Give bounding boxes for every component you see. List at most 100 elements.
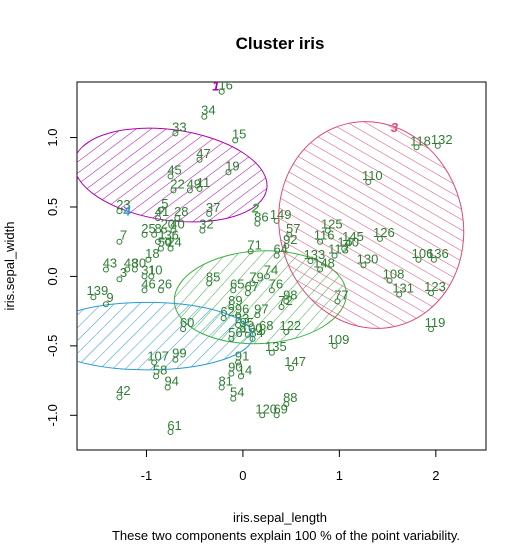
point-label: 136 bbox=[427, 246, 449, 261]
point-label: 132 bbox=[431, 132, 453, 147]
point-label: 67 bbox=[245, 279, 259, 294]
point-label: 16 bbox=[218, 78, 232, 93]
y-tick-label: 0.0 bbox=[45, 267, 60, 285]
point-label: 131 bbox=[392, 280, 414, 295]
data-point bbox=[131, 266, 138, 273]
point-label: 76 bbox=[269, 276, 283, 291]
data-point bbox=[206, 210, 213, 217]
point-label: 88 bbox=[283, 390, 297, 405]
point-label: 20 bbox=[161, 217, 175, 232]
point-label: 86 bbox=[254, 210, 268, 225]
point-label: 42 bbox=[116, 383, 130, 398]
data-point bbox=[331, 342, 338, 349]
data-point bbox=[145, 256, 152, 263]
data-point bbox=[172, 130, 179, 137]
point-label: 60 bbox=[180, 315, 194, 330]
data-point bbox=[413, 144, 420, 151]
point-label: 119 bbox=[425, 315, 446, 330]
point-label: 109 bbox=[328, 332, 350, 347]
cluster-number: 3 bbox=[391, 120, 399, 135]
data-point bbox=[228, 303, 235, 310]
point-label: 90 bbox=[228, 360, 242, 375]
point-label: 22 bbox=[170, 176, 184, 191]
data-point bbox=[164, 238, 171, 245]
data-point bbox=[346, 240, 353, 247]
cluster-number: 2 bbox=[251, 201, 260, 216]
data-point bbox=[116, 394, 123, 401]
data-point bbox=[218, 384, 225, 391]
cluster-ellipse bbox=[77, 301, 254, 371]
data-point bbox=[283, 328, 290, 335]
data-point bbox=[365, 178, 372, 185]
point-label: 54 bbox=[230, 385, 244, 400]
point-label: 113 bbox=[328, 242, 349, 257]
data-point bbox=[237, 373, 244, 380]
point-label: 26 bbox=[158, 276, 172, 291]
data-point bbox=[317, 238, 324, 245]
point-label: 28 bbox=[174, 204, 188, 219]
chart-subtitle: These two components explain 100 % of th… bbox=[112, 528, 460, 543]
data-point bbox=[196, 156, 203, 163]
y-tick-label: 1.0 bbox=[45, 129, 60, 147]
point-label: 133 bbox=[304, 247, 326, 262]
point-label: 34 bbox=[201, 103, 215, 118]
point-label: 125 bbox=[321, 217, 343, 232]
data-point bbox=[116, 238, 123, 245]
point-label: 37 bbox=[206, 200, 220, 215]
data-point bbox=[206, 280, 213, 287]
data-point bbox=[141, 287, 148, 294]
point-label: 139 bbox=[87, 283, 109, 298]
point-label: 85 bbox=[206, 269, 220, 284]
data-point bbox=[415, 256, 422, 263]
data-point bbox=[376, 235, 383, 242]
point-label: 71 bbox=[247, 237, 261, 252]
point-label: 10 bbox=[148, 262, 162, 277]
point-label: 33 bbox=[172, 119, 186, 134]
data-point bbox=[90, 294, 97, 301]
x-tick-label: -1 bbox=[141, 468, 153, 483]
point-label: 79 bbox=[249, 269, 263, 284]
data-point bbox=[102, 301, 109, 308]
data-point bbox=[170, 227, 177, 234]
x-tick-label: 1 bbox=[336, 468, 343, 483]
data-point bbox=[386, 277, 393, 284]
data-point bbox=[141, 273, 148, 280]
data-point bbox=[232, 137, 239, 144]
point-label: 46 bbox=[141, 276, 155, 291]
x-tick-label: 0 bbox=[239, 468, 246, 483]
point-label: 89 bbox=[228, 293, 242, 308]
data-point bbox=[167, 173, 174, 180]
y-axis-label: iris.sepal_width bbox=[2, 222, 17, 311]
data-point bbox=[324, 227, 331, 234]
y-tick-label: -1.0 bbox=[45, 404, 60, 426]
data-point bbox=[428, 326, 435, 333]
point-label: 148 bbox=[313, 255, 335, 270]
point-label: 99 bbox=[172, 346, 186, 361]
data-point bbox=[254, 312, 261, 319]
point-label: 98 bbox=[283, 287, 297, 302]
x-tick-label: 2 bbox=[432, 468, 439, 483]
data-point bbox=[164, 384, 171, 391]
data-point bbox=[254, 220, 261, 227]
data-point bbox=[172, 356, 179, 363]
point-label: 110 bbox=[362, 168, 383, 183]
data-point bbox=[102, 266, 109, 273]
data-point bbox=[199, 227, 206, 234]
data-point bbox=[428, 290, 435, 297]
data-point bbox=[167, 245, 174, 252]
y-axis: -1.0 -0.5 0.0 0.5 1.0 bbox=[45, 129, 78, 426]
data-point bbox=[360, 262, 367, 269]
data-point bbox=[230, 287, 237, 294]
point-label: 97 bbox=[254, 301, 268, 316]
point-label: 50 bbox=[158, 235, 172, 250]
point-label: 147 bbox=[284, 354, 306, 369]
data-point bbox=[228, 370, 235, 377]
cluster-number: 1 bbox=[212, 78, 219, 93]
data-point bbox=[334, 298, 341, 305]
data-point bbox=[201, 113, 208, 120]
data-point bbox=[160, 227, 167, 234]
point-label: 11 bbox=[197, 175, 211, 190]
data-point bbox=[273, 412, 280, 419]
